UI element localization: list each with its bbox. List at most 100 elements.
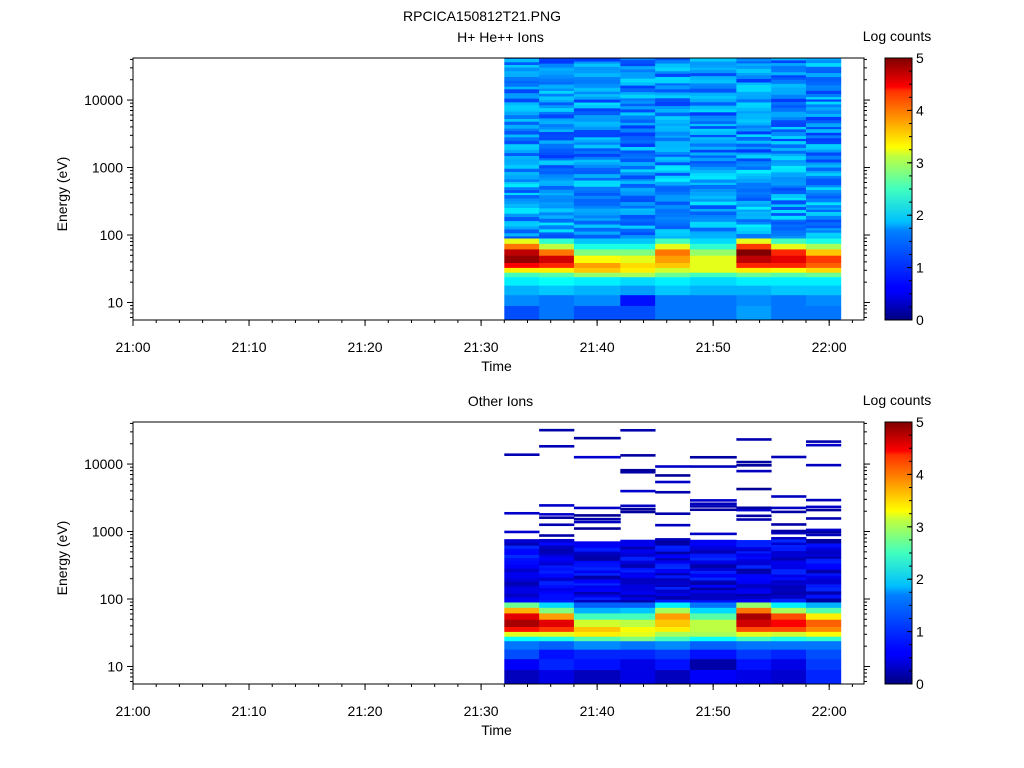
- heatmap-cell: [805, 563, 842, 566]
- heatmap-cell: [655, 465, 691, 468]
- heatmap-cell: [620, 669, 656, 685]
- heatmap-cell: [504, 294, 540, 306]
- heatmap-cell: [504, 155, 540, 160]
- heatmap-cell: [736, 213, 772, 216]
- heatmap-cell: [689, 172, 737, 177]
- heatmap-cell: [504, 213, 540, 218]
- heatmap-cell: [736, 68, 772, 73]
- heatmap-cell: [504, 249, 540, 256]
- heatmap-cell: [805, 101, 842, 105]
- heatmap-cell: [573, 141, 621, 145]
- heatmap-cell: [620, 489, 656, 493]
- heatmap-cell: [539, 164, 575, 169]
- heatmap-cell: [655, 101, 691, 107]
- heatmap-cell: [771, 197, 807, 201]
- heatmap-cell: [620, 187, 656, 192]
- heatmap-cell: [689, 455, 737, 459]
- heatmap-cell: [736, 115, 772, 120]
- heatmap-cell: [689, 188, 737, 192]
- heatmap-cell: [689, 276, 737, 286]
- heatmap-cell: [573, 153, 621, 157]
- heatmap-cell: [689, 128, 737, 132]
- heatmap-cell: [573, 255, 621, 263]
- heatmap-cell: [539, 249, 575, 256]
- heatmap-cell: [736, 194, 772, 199]
- heatmap-cell: [620, 171, 656, 176]
- heatmap-cell: [689, 580, 737, 583]
- heatmap-cell: [736, 72, 772, 76]
- heatmap-cell: [689, 134, 737, 138]
- heatmap-cell: [539, 107, 575, 112]
- heatmap-cell: [573, 272, 621, 278]
- y-tick-label: 10000: [84, 456, 123, 472]
- heatmap-cell: [771, 138, 807, 142]
- heatmap-cell: [655, 137, 691, 142]
- heatmap-cell: [620, 262, 656, 268]
- heatmap-cell: [805, 110, 842, 114]
- heatmap-cell: [620, 109, 656, 113]
- heatmap-cell: [504, 94, 540, 99]
- heatmap-cell: [539, 177, 575, 181]
- heatmap-cell: [689, 98, 737, 103]
- heatmap-cell: [771, 153, 807, 157]
- heatmap-cell: [805, 640, 842, 650]
- heatmap-cell: [573, 83, 621, 88]
- heatmap-cell: [771, 544, 807, 548]
- heatmap-cell: [504, 599, 540, 603]
- heatmap-cell: [620, 599, 656, 603]
- heatmap-cell: [689, 230, 737, 234]
- heatmap-cell: [689, 169, 737, 174]
- heatmap-cell: [771, 159, 807, 163]
- heatmap-cell: [689, 166, 737, 170]
- heatmap-cell: [504, 82, 540, 87]
- heatmap-cell: [504, 577, 540, 582]
- heatmap-cell: [539, 74, 575, 79]
- heatmap-cell: [655, 592, 691, 596]
- heatmap-cell: [736, 136, 772, 141]
- colorbar-tick-label: 4: [916, 102, 924, 118]
- y-axis-label: Energy (eV): [54, 521, 70, 596]
- heatmap-cell: [771, 582, 807, 586]
- heatmap-cell: [805, 607, 842, 614]
- heatmap-cell: [805, 538, 842, 544]
- heatmap-cell: [573, 551, 621, 555]
- heatmap-cell: [504, 613, 540, 620]
- heatmap-cell: [504, 101, 540, 106]
- heatmap-cell: [504, 86, 540, 90]
- colorbar-gradient: [884, 421, 913, 685]
- heatmap-cell: [689, 208, 737, 212]
- heatmap-cell: [539, 631, 575, 637]
- heatmap-cell: [655, 115, 691, 120]
- heatmap-cell: [805, 626, 842, 632]
- heatmap-cell: [689, 294, 737, 306]
- heatmap-cell: [620, 214, 656, 219]
- heatmap-cell: [620, 428, 656, 432]
- heatmap-cell: [539, 513, 575, 516]
- heatmap-cell: [805, 594, 842, 599]
- heatmap-cell: [689, 508, 737, 512]
- plot-title: Other Ions: [468, 393, 533, 409]
- heatmap-cell: [805, 58, 842, 61]
- heatmap-cell: [573, 636, 621, 642]
- heatmap-cell: [539, 59, 575, 64]
- heatmap-cell: [573, 626, 621, 632]
- heatmap-cell: [805, 140, 842, 145]
- heatmap-cell: [805, 225, 842, 229]
- heatmap-cell: [620, 59, 656, 65]
- heatmap-cell: [805, 573, 842, 576]
- heatmap-cell: [771, 111, 807, 115]
- heatmap-cell: [689, 305, 737, 321]
- heatmap-cell: [805, 175, 842, 179]
- heatmap-cell: [655, 560, 691, 564]
- heatmap-cell: [620, 276, 656, 286]
- heatmap-cell: [539, 162, 575, 166]
- heatmap-cell: [771, 79, 807, 84]
- heatmap-cell: [620, 510, 656, 514]
- heatmap-cell: [573, 520, 621, 524]
- heatmap-cell: [539, 167, 575, 172]
- heatmap-cell: [573, 455, 621, 459]
- heatmap-cell: [736, 173, 772, 177]
- heatmap-cell: [620, 619, 656, 627]
- heatmap-cell: [573, 562, 621, 568]
